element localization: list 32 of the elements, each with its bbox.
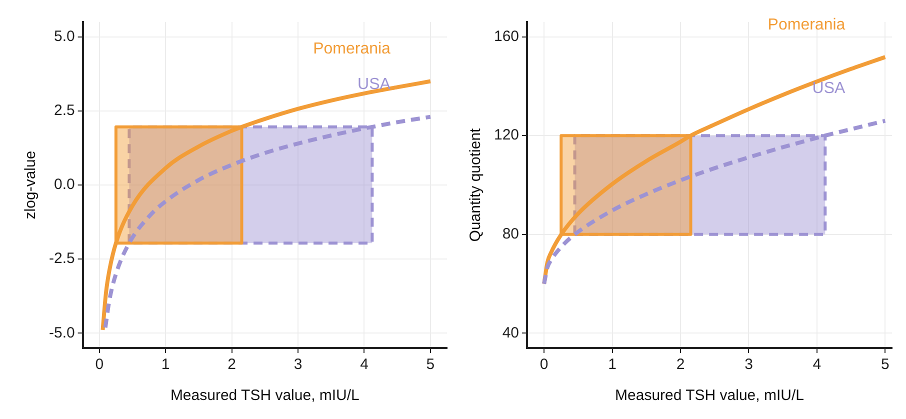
y-tick-label: 120 — [494, 126, 520, 144]
x-tick-label: 0 — [540, 356, 548, 374]
y-tick-label: 0.0 — [54, 176, 75, 194]
line-series — [542, 118, 888, 286]
series-label: Pomerania — [313, 40, 391, 58]
y-tick-label: 2.5 — [54, 102, 75, 120]
y-axis-title: Quantity quotient — [467, 127, 484, 242]
x-tick-label: 3 — [744, 356, 753, 374]
line-series — [103, 114, 432, 330]
x-tick-label: 5 — [426, 356, 435, 374]
text: USA — [812, 80, 846, 98]
x-tick-label: 2 — [676, 356, 685, 374]
y-tick-label: -2.5 — [48, 250, 75, 268]
y-tick-label: -5.0 — [48, 324, 75, 342]
x-tick-label: 4 — [812, 356, 822, 374]
x-axis-title: Measured TSH value, mIU/L — [615, 387, 804, 404]
x-tick-label: 3 — [294, 356, 302, 374]
y-axis-title: zlog-value — [22, 150, 40, 220]
series-label: USA — [358, 76, 391, 94]
y-tick-label: 160 — [494, 28, 520, 45]
x-tick-label: 2 — [228, 356, 236, 374]
y-tick-label: 80 — [502, 226, 520, 243]
x-tick-label: 5 — [881, 356, 890, 374]
text: Pomerania — [768, 16, 846, 34]
x-tick-label: 4 — [360, 356, 368, 374]
x-tick-label: 1 — [161, 356, 170, 374]
y-tick-label: 40 — [502, 324, 520, 342]
x-tick-label: 0 — [95, 356, 104, 374]
x-tick-label: 1 — [608, 356, 616, 374]
x-axis-title: Measured TSH value, mIU/L — [170, 387, 360, 404]
line-series — [100, 79, 432, 332]
y-tick-label: 5.0 — [54, 28, 75, 45]
